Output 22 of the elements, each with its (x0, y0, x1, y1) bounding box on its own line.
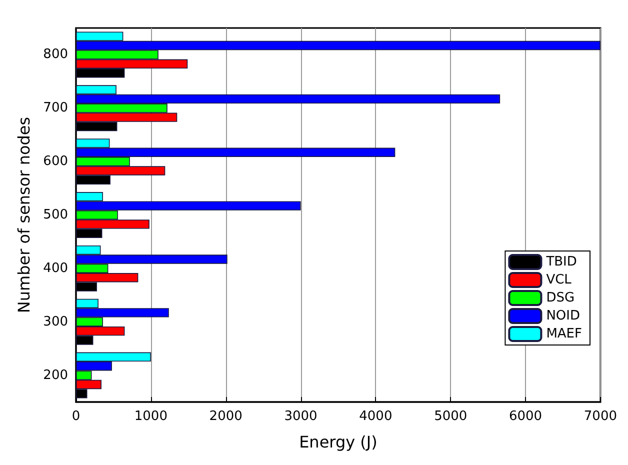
x-tick-label: 5000 (434, 409, 468, 424)
y-axis-title: Number of sensor nodes (14, 116, 34, 314)
y-tick-label: 600 (43, 154, 68, 170)
legend-label: NOID (546, 308, 580, 324)
x-tick-label: 1000 (134, 409, 168, 424)
y-tick-label: 300 (43, 314, 68, 330)
y-tick-label: 200 (43, 368, 68, 383)
legend-label: DSG (546, 290, 575, 306)
y-tick-label: 700 (43, 100, 68, 116)
y-tick-label: 800 (43, 47, 68, 62)
x-tick-label: 4000 (359, 409, 392, 424)
x-tick-label: 2000 (209, 409, 242, 424)
x-tick-label: 6000 (508, 409, 542, 424)
x-tick-label: 3000 (284, 409, 318, 424)
y-tick-label: 500 (43, 208, 68, 222)
legend-label: MAEF (546, 326, 582, 342)
legend-label: VCL (546, 272, 572, 288)
x-axis-title: Energy (J) (299, 432, 378, 452)
x-tick-label: 0 (72, 409, 80, 424)
x-tick-label: 7000 (584, 409, 618, 424)
legend-label: TBID (545, 254, 577, 270)
y-tick-label: 400 (43, 260, 68, 276)
